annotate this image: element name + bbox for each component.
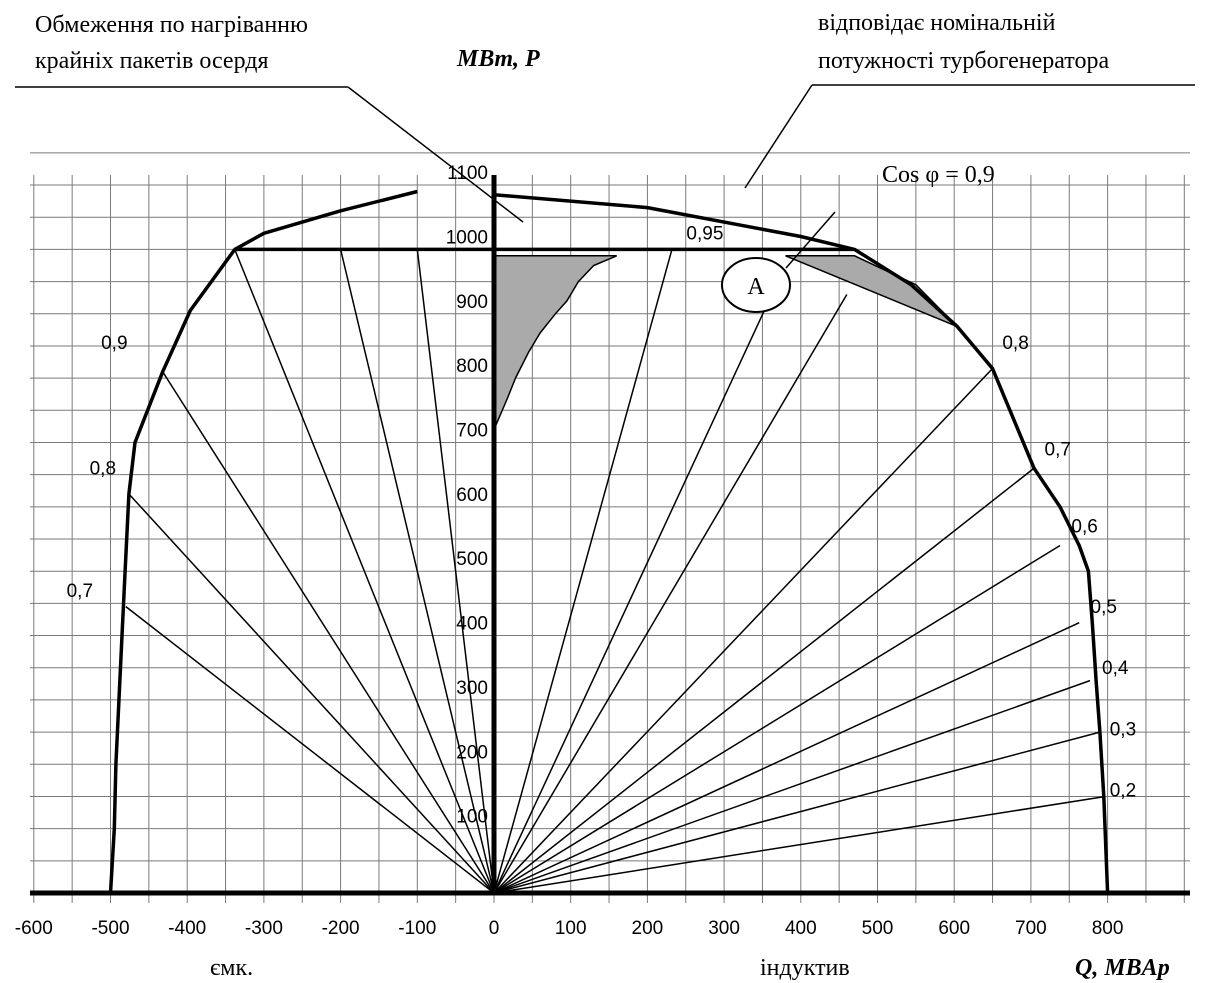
power-factor-label: 0,8 (90, 459, 116, 480)
y-tick-label: 700 (456, 420, 488, 441)
x-tick-label: -500 (91, 918, 129, 939)
power-factor-label: 0,7 (67, 581, 93, 602)
x-tick-label: 200 (632, 918, 664, 939)
x-tick-label: -600 (15, 918, 53, 939)
x-tick-label: -400 (168, 918, 206, 939)
power-factor-ray (493, 467, 1035, 894)
heating-limit-label-line1: Обмеження по нагріванню (35, 12, 308, 38)
x-tick-label: 700 (1015, 918, 1047, 939)
x-tick-label: -100 (398, 918, 436, 939)
y-tick-label: 500 (456, 549, 488, 570)
power-factor-ray (493, 294, 848, 894)
x-tick-label: 800 (1092, 918, 1124, 939)
power-factor-labels: 0,95 0,8 0,7 0,6 0,5 0,4 0,3 0,2 0,9 0,8 0,7 (67, 224, 1137, 802)
power-factor-ray (493, 281, 779, 894)
point-a-label: A (747, 274, 765, 300)
power-factor-label: 0,6 (1071, 517, 1097, 538)
x-tick-label: -300 (245, 918, 283, 939)
power-factor-label: 0,9 (101, 333, 127, 354)
power-factor-label: 0,2 (1110, 780, 1136, 801)
x-tick-label: 300 (708, 918, 740, 939)
capability-curve-right (493, 192, 1110, 894)
shaded-region (785, 255, 958, 328)
x-tick-label: 100 (555, 918, 587, 939)
power-factor-ray (493, 367, 994, 894)
y-tick-label: 600 (456, 485, 488, 506)
power-factor-ray (162, 371, 495, 894)
y-axis-label: MBm, P (456, 46, 540, 72)
point-a-leader (785, 211, 836, 269)
power-factor-ray (493, 622, 1080, 894)
y-tick-label: 1000 (446, 227, 488, 248)
y-tick-label: 800 (456, 356, 488, 377)
y-tick-label: 300 (456, 678, 488, 699)
point-a-marker (721, 257, 791, 313)
tick-labels: -600 -500 -400 -300 -200 -100 0 100 200 300 400 500… (15, 163, 1124, 939)
grid (30, 152, 1190, 903)
x-tick-label: -200 (322, 918, 360, 939)
nominal-label-line2: потужності турбогенератора (818, 48, 1109, 74)
power-factor-ray (493, 249, 673, 894)
capability-curves (108, 189, 1110, 894)
nominal-label-line1: відповідає номінальній (818, 10, 1056, 36)
x-tick-label: 0 (489, 918, 500, 939)
capacitive-region-label: ємк. (210, 955, 253, 981)
power-factor-label: 0,3 (1110, 719, 1136, 740)
capability-curve-left (108, 189, 418, 894)
shaded-region (493, 255, 617, 430)
power-factor-label: 0,95 (686, 224, 723, 245)
power-factor-label: 0,5 (1091, 597, 1117, 618)
x-tick-label: 600 (938, 918, 970, 939)
power-factor-ray (125, 606, 495, 894)
heating-leader (347, 86, 524, 223)
axes (30, 175, 1190, 896)
power-factor-ray (493, 731, 1101, 894)
shaded-regions (493, 255, 958, 430)
cos-phi-label: Cos φ = 0,9 (882, 162, 995, 188)
heating-limit-label-line2: крайніх пакетів осердя (35, 48, 269, 74)
nominal-leader (744, 84, 813, 189)
power-factor-ray (416, 249, 495, 894)
y-tick-label: 900 (456, 292, 488, 313)
power-factor-rays (125, 249, 1106, 894)
power-factor-ray (234, 249, 495, 894)
x-axis-label: Q, MBAp (1075, 955, 1170, 981)
power-factor-ray (493, 795, 1106, 894)
x-tick-label: 500 (862, 918, 894, 939)
y-tick-label: 100 (456, 807, 488, 828)
y-tick-label: 200 (456, 742, 488, 763)
inductive-region-label: індуктив (760, 955, 850, 981)
power-factor-ray (339, 249, 495, 894)
y-tick-label: 1100 (447, 163, 488, 184)
power-factor-label: 0,4 (1102, 658, 1129, 679)
power-factor-label: 0,7 (1045, 439, 1071, 460)
y-tick-label: 400 (456, 614, 488, 635)
power-factor-ray (493, 544, 1061, 894)
x-tick-label: 400 (785, 918, 817, 939)
power-factor-ray (493, 679, 1091, 894)
power-factor-label: 0,8 (1002, 333, 1028, 354)
power-factor-ray (128, 493, 495, 894)
